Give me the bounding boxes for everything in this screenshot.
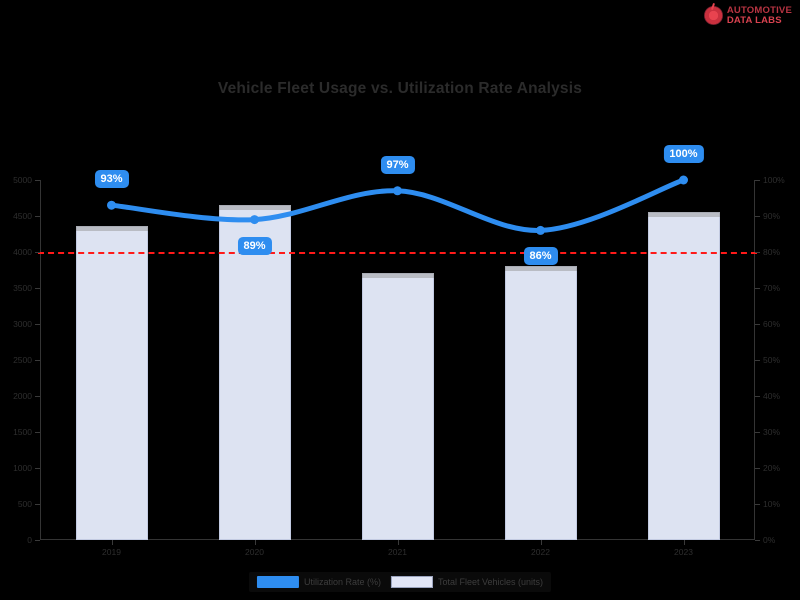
axis-tick-label: 2500 [13, 355, 32, 365]
axis-tick [35, 468, 40, 469]
x-axis-tick [540, 540, 542, 545]
axis-tick [755, 324, 760, 325]
axis-tick-label: 30% [763, 427, 781, 437]
chart-legend: Utilization Rate (%) Total Fleet Vehicle… [248, 572, 552, 592]
legend-swatch-bar [390, 576, 433, 588]
y-axis-left [40, 180, 41, 540]
bar-cap [218, 204, 291, 210]
axis-tick [755, 216, 760, 217]
axis-tick-label: 90% [763, 211, 781, 221]
bar-2019[interactable] [75, 226, 148, 540]
axis-tick-label: 80% [763, 247, 781, 257]
axis-tick-label: 70% [763, 283, 781, 293]
x-axis-label-2020: 2020 [245, 547, 264, 557]
axis-tick-label: 0 [27, 535, 32, 545]
x-axis-label-2022: 2022 [531, 547, 550, 557]
legend-swatch-line [256, 576, 299, 588]
axis-tick-label: 10% [763, 499, 781, 509]
data-point-2020[interactable] [250, 215, 259, 225]
axis-tick [755, 288, 760, 289]
x-axis-label-2019: 2019 [102, 547, 121, 557]
bar-cap [75, 226, 148, 232]
axis-tick-label: 3000 [13, 319, 32, 329]
axis-tick-label: 1500 [13, 427, 32, 437]
threshold-line [38, 252, 757, 254]
axis-tick-label: 500 [17, 499, 32, 509]
axis-tick [755, 432, 760, 433]
bar-2021[interactable] [361, 273, 434, 540]
axis-tick [755, 540, 760, 541]
x-axis-tick [111, 540, 113, 545]
axis-tick [35, 432, 40, 433]
brand-logo: AUTOMOTIVE DATA LABS [703, 6, 792, 26]
axis-tick [35, 252, 40, 253]
axis-tick-label: 5000 [13, 175, 32, 185]
logo-mark-icon [703, 6, 723, 26]
axis-tick [35, 504, 40, 505]
axis-tick-label: 1000 [13, 463, 32, 473]
legend-label-line: Utilization Rate (%) [303, 577, 381, 587]
data-point-2019[interactable] [107, 200, 116, 210]
axis-tick-label: 50% [763, 355, 781, 365]
plot-area: 5000 4500 4000 3500 3000 2500 2000 1500 1000 500 0… [13, 144, 785, 557]
axis-tick [35, 288, 40, 289]
x-axis-tick [397, 540, 399, 545]
x-axis-label-2021: 2021 [388, 547, 407, 557]
logo-line-2: DATA LABS [726, 14, 782, 26]
chart-title: Vehicle Fleet Usage vs. Utilization Rate… [217, 80, 583, 97]
bar-2023[interactable] [647, 212, 720, 540]
axis-tick-label: 60% [763, 319, 781, 329]
data-label-2023: 100% [663, 144, 704, 164]
axis-tick [755, 468, 760, 469]
axis-tick-label: 4500 [13, 211, 32, 221]
axis-tick [35, 540, 40, 541]
axis-tick [35, 360, 40, 361]
data-label-2021: 97% [380, 155, 415, 174]
x-axis-label-2023: 2023 [674, 547, 693, 557]
axis-tick-label: 100% [763, 175, 785, 185]
data-label-2022: 86% [523, 247, 558, 266]
data-point-2022[interactable] [536, 225, 545, 235]
axis-tick-label: 0% [763, 535, 776, 545]
y-axis-right [754, 180, 755, 540]
legend-item-line[interactable]: Utilization Rate (%) [256, 576, 381, 588]
x-axis-tick [254, 540, 256, 545]
axis-tick [35, 324, 40, 325]
axis-tick-label: 20% [763, 463, 781, 473]
axis-tick [755, 360, 760, 361]
axis-tick-label: 4000 [13, 247, 32, 257]
data-label-2020: 89% [237, 236, 272, 255]
x-axis-tick [683, 540, 685, 545]
logo-wordmark: AUTOMOTIVE DATA LABS [727, 6, 792, 25]
bar-cap [647, 212, 720, 217]
data-point-2023[interactable] [679, 175, 688, 185]
bar-2022[interactable] [504, 266, 577, 540]
bar-cap [504, 266, 577, 271]
axis-tick [755, 504, 760, 505]
data-label-2019: 93% [94, 170, 129, 189]
axis-tick [755, 396, 760, 397]
bar-cap [361, 273, 434, 279]
axis-tick [755, 252, 760, 253]
axis-tick-label: 2000 [13, 391, 32, 401]
axis-tick-label: 3500 [13, 283, 32, 293]
logo-line-1: AUTOMOTIVE [726, 5, 792, 16]
axis-tick-label: 40% [763, 391, 781, 401]
axis-tick [35, 396, 40, 397]
axis-tick [755, 180, 760, 181]
legend-label-bar: Total Fleet Vehicles (units) [437, 577, 544, 587]
data-point-2021[interactable] [393, 186, 402, 196]
axis-tick [35, 216, 40, 217]
line-series-layer [107, 175, 688, 235]
axis-tick [35, 180, 40, 181]
bar-2020[interactable] [218, 204, 291, 540]
legend-item-bar[interactable]: Total Fleet Vehicles (units) [390, 576, 544, 588]
